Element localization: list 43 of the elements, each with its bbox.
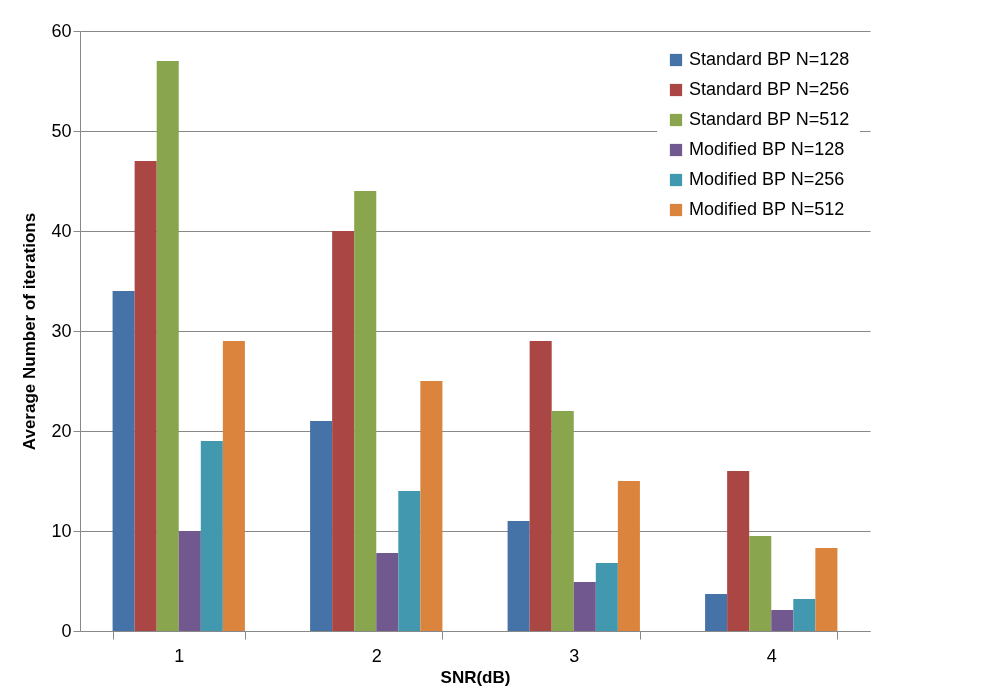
bar <box>178 531 201 631</box>
x-tick-label: 1 <box>174 645 185 666</box>
y-tick-label: 20 <box>51 420 72 441</box>
bar <box>222 341 245 631</box>
bar <box>200 441 223 631</box>
legend-label: Standard BP N=256 <box>689 79 850 99</box>
legend-label: Modified BP N=256 <box>689 169 845 189</box>
bar <box>156 61 179 631</box>
y-tick-label: 60 <box>51 20 72 41</box>
bar <box>354 191 377 631</box>
bar <box>617 481 640 631</box>
bar <box>112 291 135 631</box>
y-tick-label: 40 <box>51 220 72 241</box>
bar <box>420 381 443 631</box>
legend-label: Standard BP N=128 <box>689 49 850 69</box>
bar <box>376 553 399 631</box>
bar <box>529 341 552 631</box>
y-tick-label: 10 <box>51 520 72 541</box>
bar <box>793 599 816 631</box>
legend-label: Modified BP N=128 <box>689 139 845 159</box>
bar <box>727 471 750 631</box>
x-tick-label: 4 <box>766 645 777 666</box>
y-tick-label: 50 <box>51 120 72 141</box>
legend-label: Standard BP N=512 <box>689 109 850 129</box>
x-tick-label: 3 <box>569 645 580 666</box>
bar <box>749 536 772 631</box>
bar <box>398 491 421 631</box>
y-axis-title: Average Number of iterations <box>20 212 40 451</box>
y-tick-label: 30 <box>51 320 72 341</box>
bar <box>551 411 574 631</box>
bar <box>332 231 355 631</box>
bar <box>134 161 157 631</box>
x-tick-label: 2 <box>371 645 382 666</box>
bar <box>705 594 728 631</box>
legend-label: Modified BP N=512 <box>689 199 845 219</box>
bar <box>815 548 838 631</box>
bar <box>771 610 794 631</box>
x-axis-title: SNR(dB) <box>440 667 511 687</box>
bar <box>507 521 530 631</box>
bar <box>310 421 333 631</box>
bar <box>573 582 596 631</box>
y-tick-label: 0 <box>61 620 72 641</box>
bar <box>595 563 618 631</box>
